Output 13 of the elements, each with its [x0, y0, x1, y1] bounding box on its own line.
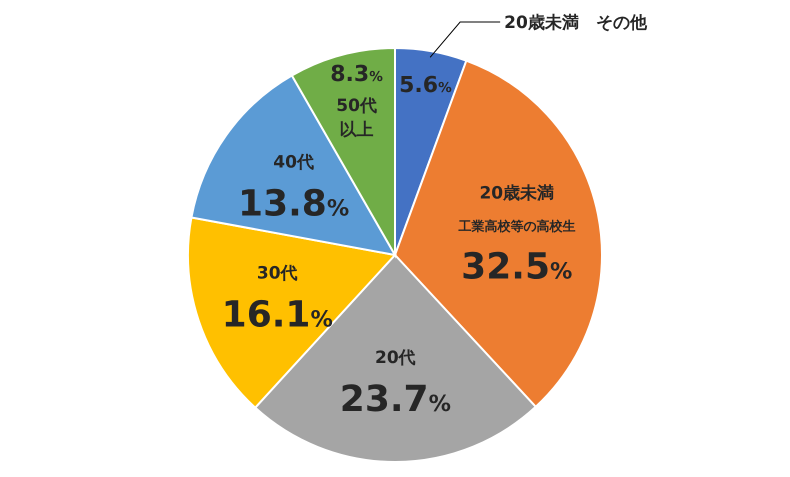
data-label: 13.8%	[238, 183, 350, 224]
slice-label: 20代	[375, 348, 416, 368]
data-label: 8.3%	[330, 62, 384, 87]
text: 工業高校等の高校生	[457, 218, 576, 235]
data-label: 32.5%	[461, 246, 572, 288]
slice-label: 20歳未満	[479, 184, 554, 204]
slice-label: 40代	[273, 152, 314, 172]
data-label: 16.1%	[222, 294, 333, 336]
slice-label: 30代	[256, 263, 298, 284]
data-label: 5.6%	[399, 72, 452, 98]
data-label: 23.7%	[340, 379, 451, 420]
slice-label: 20歳未満 その他	[504, 13, 648, 33]
slice-label: 50代以上	[336, 96, 377, 140]
